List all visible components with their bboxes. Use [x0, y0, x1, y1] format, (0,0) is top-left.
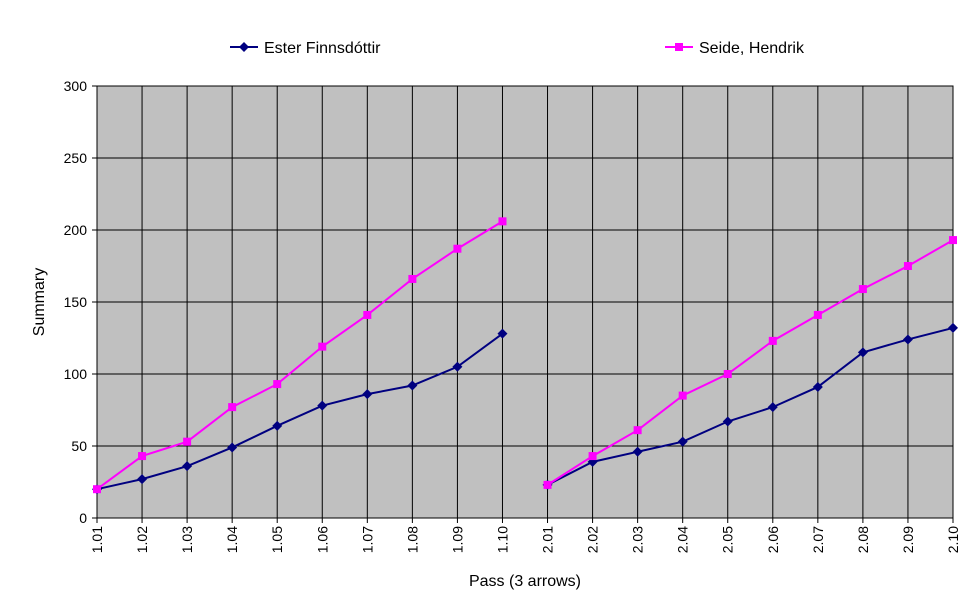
data-point: [633, 426, 642, 435]
data-point: [767, 402, 778, 413]
x-tick-label: 2.06: [765, 526, 781, 553]
data-point: [317, 400, 328, 411]
x-tick-label: 2.04: [675, 526, 691, 553]
data-point: [812, 381, 823, 392]
y-tick-label: 200: [64, 222, 88, 238]
data-point: [318, 342, 327, 351]
data-point: [227, 442, 238, 453]
legend: Ester Finnsdóttir Seide, Hendrik: [230, 40, 805, 57]
data-point: [497, 328, 508, 339]
data-point: [183, 437, 192, 446]
y-axis: 0 50 100 150 200 250 300: [64, 78, 97, 526]
data-point: [137, 474, 148, 485]
x-tick-label: 1.03: [179, 526, 195, 553]
x-tick-label: 2.02: [585, 526, 601, 553]
y-tick-label: 0: [79, 510, 87, 526]
x-tick-label: 1.07: [359, 526, 375, 553]
data-point: [677, 436, 688, 447]
x-tick-label: 1.01: [89, 526, 105, 553]
data-point: [813, 310, 822, 319]
data-point: [768, 336, 777, 345]
data-point: [407, 380, 418, 391]
legend-label: Ester Finnsdóttir: [264, 40, 381, 57]
data-point: [272, 420, 283, 431]
data-point: [722, 416, 733, 427]
x-tick-label: 2.05: [720, 526, 736, 553]
x-tick-label: 1.02: [134, 526, 150, 553]
y-tick-label: 250: [64, 150, 88, 166]
data-point: [453, 244, 462, 253]
y-axis-label: Summary: [31, 268, 48, 336]
x-tick-label: 1.06: [314, 526, 330, 553]
legend-item: Ester Finnsdóttir: [230, 40, 381, 57]
data-point: [948, 322, 958, 333]
x-tick-label: 1.10: [494, 526, 510, 553]
x-axis-label: Pass (3 arrows): [469, 573, 581, 590]
data-point: [723, 370, 732, 378]
data-point: [363, 310, 372, 319]
data-point: [858, 285, 867, 294]
series-line: [96, 332, 504, 491]
data-point: [949, 236, 957, 245]
series-line: [96, 220, 503, 491]
y-tick-label: 150: [64, 294, 88, 310]
series-group: [92, 217, 958, 495]
data-point: [273, 380, 282, 389]
x-tick-label: 2.07: [810, 526, 826, 553]
data-point: [588, 452, 597, 461]
series-1: [92, 322, 958, 495]
series-line: [546, 239, 954, 486]
data-point: [632, 446, 643, 457]
y-tick-label: 300: [64, 78, 88, 94]
data-point: [902, 334, 913, 345]
x-tick-label: 1.04: [224, 526, 240, 553]
data-point: [228, 403, 237, 412]
legend-marker: [675, 43, 683, 51]
x-tick-label: 2.10: [945, 526, 961, 553]
data-point: [678, 391, 687, 400]
data-point: [857, 347, 868, 358]
x-tick-label: 1.05: [269, 526, 285, 553]
data-point: [903, 262, 912, 270]
data-point: [452, 361, 463, 372]
series-line: [547, 326, 954, 486]
x-tick-label: 2.03: [630, 526, 646, 553]
x-tick-label: 2.09: [900, 526, 916, 553]
legend-item: Seide, Hendrik: [665, 40, 805, 57]
data-point: [362, 389, 373, 400]
x-tick-label: 2.08: [855, 526, 871, 553]
x-axis: 1.01 1.02 1.03 1.04 1.05 1.06 1.07 1.08 1.09 1.10…: [89, 518, 961, 553]
data-point: [182, 461, 193, 472]
x-tick-label: 1.08: [404, 526, 420, 553]
data-point: [93, 485, 101, 494]
legend-marker: [239, 42, 249, 52]
y-tick-label: 50: [71, 438, 87, 454]
data-point: [408, 274, 417, 283]
legend-label: Seide, Hendrik: [699, 40, 805, 57]
x-tick-label: 1.09: [449, 526, 465, 553]
series-2: [93, 217, 957, 494]
y-tick-label: 100: [64, 366, 88, 382]
data-point: [543, 480, 552, 489]
data-point: [498, 217, 507, 226]
x-tick-label: 2.01: [540, 526, 556, 553]
data-point: [138, 452, 147, 461]
